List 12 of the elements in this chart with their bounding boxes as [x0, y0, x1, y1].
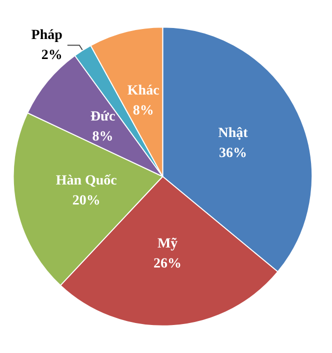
slice-label: Khác [127, 84, 160, 99]
data-label: 20% [72, 194, 100, 209]
slice-label: Hàn Quốc [56, 174, 117, 189]
slice-label: Đức [90, 109, 116, 124]
slice-label: Pháp [31, 28, 63, 43]
data-label: 26% [154, 256, 182, 272]
slice-label: Nhật [218, 126, 248, 141]
data-label: 8% [92, 129, 114, 144]
data-label: 2% [41, 48, 62, 63]
data-label: 36% [218, 146, 247, 161]
slice-label: Mỹ [157, 236, 178, 252]
data-label: 8% [132, 104, 154, 119]
